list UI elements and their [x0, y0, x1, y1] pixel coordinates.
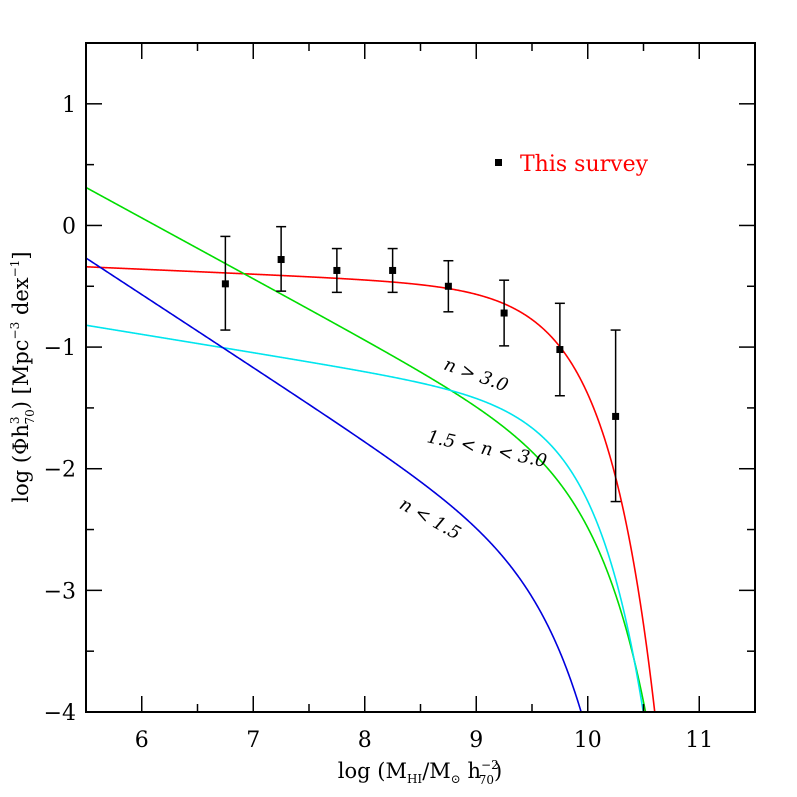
y-axis-label: log (Φh370) [Mpc−3 dex−1] [8, 251, 37, 502]
data-point [277, 256, 285, 264]
legend: This survey [495, 152, 649, 177]
curve-label: 1.5 < n < 3.0 [425, 426, 549, 472]
data-point [556, 346, 564, 354]
schechter-curve [86, 324, 645, 712]
x-tick-label: 11 [685, 728, 713, 753]
x-tick-label: 10 [574, 728, 602, 753]
y-tick-label: −4 [44, 701, 76, 726]
y-tick-label: 0 [62, 214, 76, 239]
y-tick-label: −3 [44, 579, 76, 604]
schechter-curve [86, 265, 656, 712]
x-tick-label: 9 [469, 728, 483, 753]
data-point [500, 309, 508, 317]
axis-ticks [85, 42, 756, 713]
legend-label: This survey [520, 152, 649, 177]
y-tick-label: −2 [44, 458, 76, 483]
x-tick-label: 8 [358, 728, 372, 753]
data-point [389, 266, 397, 274]
plot-frame [85, 42, 756, 713]
data-point [333, 266, 341, 274]
x-tick-label: 7 [246, 728, 260, 753]
schechter-curve [86, 186, 647, 712]
schechter-curve [86, 257, 582, 712]
x-tick-label: 6 [135, 728, 149, 753]
model-curves [86, 186, 656, 712]
tick-labels: 6 7 8 9 10 11 −4 −3 −2 −1 0 1 [44, 93, 714, 753]
y-tick-label: 1 [62, 93, 76, 118]
data-point [612, 412, 620, 420]
data-point [444, 282, 452, 290]
x-axis-label: log (MHI/M⊙ h−2 70) [338, 758, 502, 787]
curve-label: n < 1.5 [396, 494, 465, 545]
data-points [220, 225, 621, 503]
data-point [221, 280, 229, 288]
y-tick-label: −1 [44, 336, 76, 361]
legend-marker [495, 159, 502, 166]
